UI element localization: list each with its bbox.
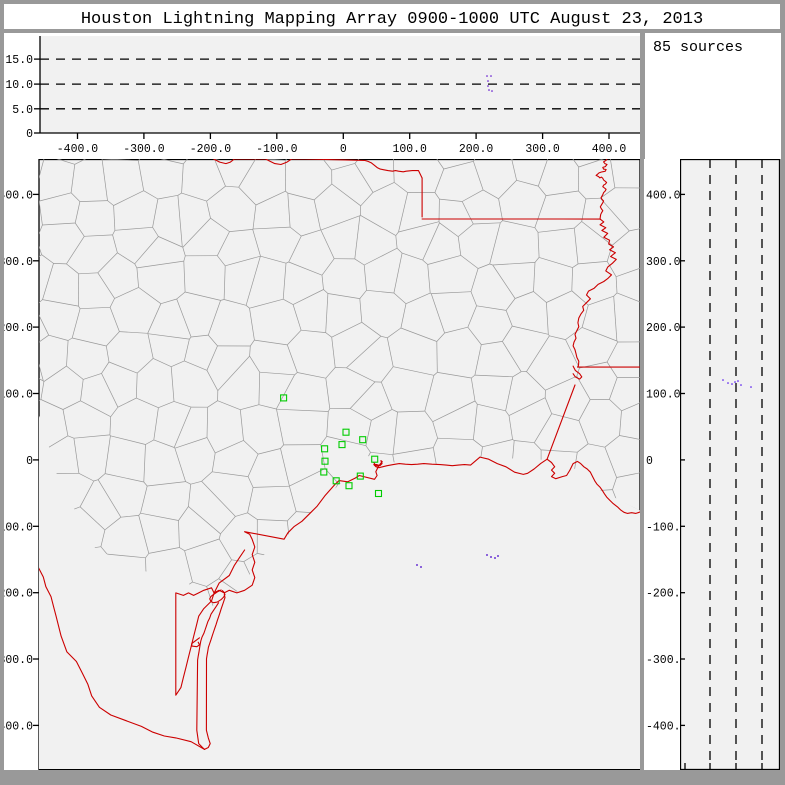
svg-text:400.0: 400.0 <box>592 143 627 156</box>
svg-text:-300.0: -300.0 <box>4 654 33 667</box>
svg-text:15.0: 15.0 <box>5 54 33 67</box>
svg-text:0: 0 <box>340 143 347 156</box>
svg-text:-300.0: -300.0 <box>123 143 165 156</box>
svg-text:-200.0: -200.0 <box>4 588 33 601</box>
svg-text:-100.0: -100.0 <box>4 521 33 534</box>
svg-text:-200.0: -200.0 <box>190 143 232 156</box>
svg-text:100.0: 100.0 <box>4 389 33 402</box>
svg-text:85 sources: 85 sources <box>653 39 743 56</box>
svg-text:300.0: 300.0 <box>646 256 680 269</box>
svg-text:Houston Lightning Mapping Arra: Houston Lightning Mapping Array 0900-100… <box>81 10 703 29</box>
svg-text:-400.0: -400.0 <box>646 720 680 733</box>
svg-text:0: 0 <box>26 455 33 468</box>
svg-text:100.0: 100.0 <box>392 143 427 156</box>
svg-text:400.0: 400.0 <box>646 189 680 202</box>
svg-text:400.0: 400.0 <box>4 189 33 202</box>
svg-text:-100.0: -100.0 <box>256 143 298 156</box>
svg-text:0: 0 <box>26 128 33 141</box>
svg-text:-100.0: -100.0 <box>646 521 680 534</box>
svg-text:200.0: 200.0 <box>459 143 494 156</box>
svg-text:100.0: 100.0 <box>646 389 680 402</box>
svg-text:300.0: 300.0 <box>4 256 33 269</box>
svg-text:-200.0: -200.0 <box>646 588 680 601</box>
svg-text:5.0: 5.0 <box>12 104 33 117</box>
svg-text:-400.0: -400.0 <box>57 143 99 156</box>
svg-text:300.0: 300.0 <box>525 143 560 156</box>
svg-text:-300.0: -300.0 <box>646 654 680 667</box>
svg-text:10.0: 10.0 <box>5 79 33 92</box>
svg-text:-400.0: -400.0 <box>4 720 33 733</box>
svg-text:200.0: 200.0 <box>4 322 33 335</box>
svg-text:200.0: 200.0 <box>646 322 680 335</box>
svg-text:0: 0 <box>646 455 653 468</box>
